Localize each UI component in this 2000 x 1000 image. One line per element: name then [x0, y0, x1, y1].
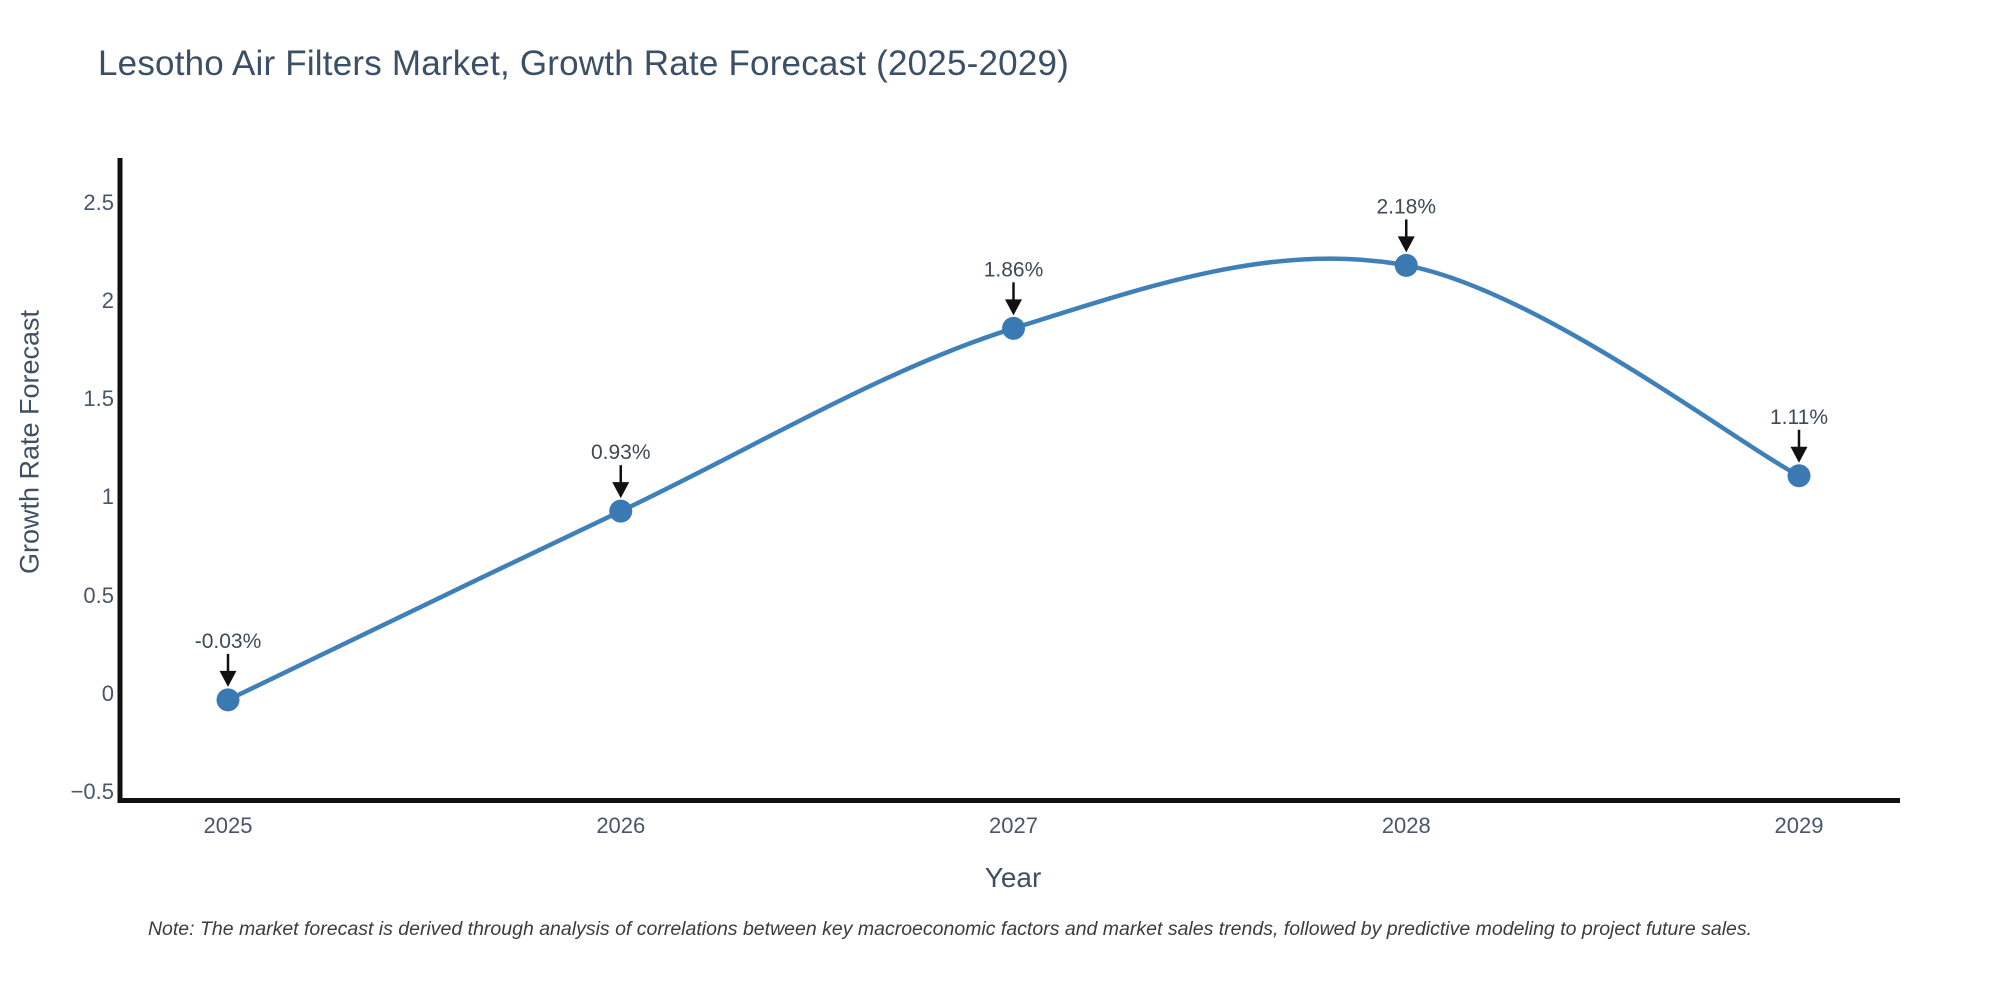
- y-tick-label: 1.5: [83, 386, 114, 411]
- annotation-2027: 1.86%: [984, 258, 1044, 316]
- annotation-arrowhead: [1397, 236, 1415, 253]
- point-value-label-2029: 1.11%: [1770, 406, 1828, 429]
- point-value-label-2027: 1.86%: [984, 258, 1044, 281]
- y-tick-label: 2.5: [83, 190, 114, 215]
- data-point-marker-2026: [609, 499, 633, 523]
- y-tick-label: 0: [102, 681, 114, 706]
- x-axis-tick-labels: 2025 2026 2027 2028 2029: [204, 813, 1824, 838]
- annotation-arrowhead: [219, 670, 237, 687]
- x-tick-label: 2025: [204, 813, 253, 838]
- annotation-arrowhead: [612, 482, 630, 499]
- data-point-marker-2028: [1394, 253, 1418, 277]
- x-tick-label: 2029: [1775, 813, 1824, 838]
- y-tick-label: 2: [102, 288, 114, 313]
- y-tick-label: −0.5: [71, 779, 114, 804]
- data-point-marker-2029: [1787, 464, 1811, 488]
- data-point-markers: [216, 253, 1811, 712]
- annotation-arrowhead: [1790, 446, 1808, 463]
- x-tick-label: 2027: [989, 813, 1038, 838]
- annotation-2029: 1.11%: [1770, 406, 1828, 463]
- point-value-label-2026: 0.93%: [591, 441, 651, 464]
- chart-footnote: Note: The market forecast is derived thr…: [147, 918, 1753, 940]
- annotation-arrowhead: [1005, 299, 1022, 316]
- y-tick-label: 0.5: [83, 583, 114, 608]
- point-value-label-2028: 2.18%: [1376, 195, 1436, 218]
- x-tick-label: 2026: [596, 813, 645, 838]
- x-axis-title: Year: [984, 862, 1042, 893]
- point-value-label-2025: -0.03%: [195, 630, 262, 653]
- x-tick-label: 2028: [1382, 813, 1431, 838]
- annotation-2026: 0.93%: [591, 441, 651, 499]
- chart-title: Lesotho Air Filters Market, Growth Rate …: [98, 44, 1070, 83]
- data-point-marker-2027: [1002, 316, 1025, 340]
- data-point-marker-2025: [216, 688, 240, 712]
- y-tick-label: 1: [102, 484, 114, 509]
- y-axis-tick-labels: −0.5 0 0.5 1 1.5 2 2.5: [71, 190, 114, 804]
- annotation-2028: 2.18%: [1376, 195, 1436, 253]
- annotation-2025: -0.03%: [195, 630, 262, 687]
- point-annotations: -0.03% 0.93% 1.86% 2.18% 1.11%: [195, 195, 1828, 687]
